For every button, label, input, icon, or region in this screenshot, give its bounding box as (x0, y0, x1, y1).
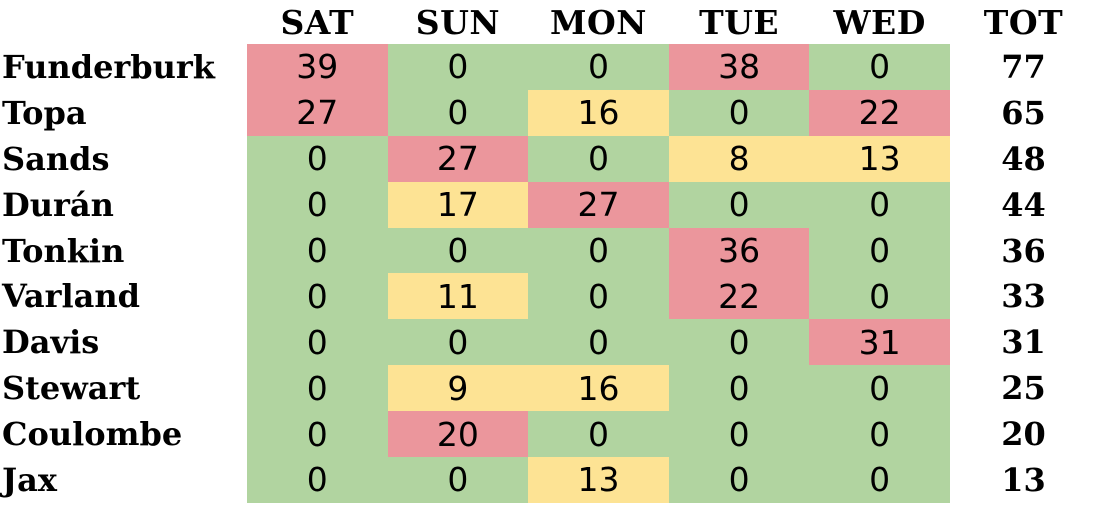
value-cell: 0 (387, 319, 529, 366)
value-cell: 27 (387, 135, 529, 182)
value-cell: 0 (668, 319, 810, 366)
value-cell: 0 (247, 181, 388, 228)
value-cell: 36 (668, 227, 810, 274)
value-cell: 0 (809, 411, 950, 458)
total-cell: 31 (1001, 323, 1046, 362)
total-cell: 20 (1001, 415, 1046, 454)
value-cell: 0 (668, 89, 810, 136)
value-cell: 9 (387, 365, 529, 412)
row-name: Durán (2, 185, 114, 224)
total-cell: 33 (1001, 277, 1046, 316)
value-cell: 0 (247, 411, 388, 458)
row-name: Davis (2, 323, 100, 362)
row-name: Coulombe (2, 415, 183, 454)
column-header-mon: MON (550, 2, 647, 42)
total-cell: 36 (1001, 231, 1046, 270)
column-header-tue: TUE (699, 2, 780, 42)
value-cell: 22 (668, 273, 810, 320)
value-cell: 38 (668, 44, 810, 90)
total-cell: 77 (1001, 47, 1046, 86)
value-cell: 0 (528, 319, 669, 366)
value-cell: 0 (528, 227, 669, 274)
row-name: Tonkin (2, 231, 125, 270)
total-cell: 13 (1001, 460, 1046, 499)
corner-cell (0, 0, 247, 44)
value-cell: 22 (809, 89, 950, 136)
row-name: Sands (2, 139, 110, 178)
value-cell: 0 (528, 44, 669, 90)
value-cell: 13 (809, 135, 950, 182)
value-cell: 0 (247, 457, 388, 503)
value-cell: 0 (387, 227, 529, 274)
value-cell: 0 (668, 411, 810, 458)
value-cell: 39 (247, 44, 388, 90)
value-cell: 0 (809, 227, 950, 274)
value-cell: 11 (387, 273, 529, 320)
value-cell: 13 (528, 457, 669, 503)
value-cell: 0 (809, 365, 950, 412)
value-cell: 0 (809, 457, 950, 503)
value-cell: 31 (809, 319, 950, 366)
column-header-tot: TOT (983, 2, 1064, 42)
total-cell: 48 (1001, 139, 1046, 178)
total-cell: 65 (1001, 93, 1046, 132)
row-name: Stewart (2, 369, 141, 408)
value-cell: 27 (528, 181, 669, 228)
column-header-sat: SAT (280, 2, 355, 42)
total-cell: 25 (1001, 369, 1046, 408)
value-cell: 0 (247, 319, 388, 366)
value-cell: 17 (387, 181, 529, 228)
value-cell: 0 (809, 181, 950, 228)
column-header-wed: WED (833, 2, 926, 42)
value-cell: 0 (528, 273, 669, 320)
value-cell: 0 (247, 135, 388, 182)
value-cell: 0 (387, 44, 529, 90)
value-cell: 16 (528, 365, 669, 412)
value-cell: 20 (387, 411, 529, 458)
value-cell: 0 (387, 457, 529, 503)
value-cell: 0 (668, 457, 810, 503)
value-cell: 0 (668, 365, 810, 412)
row-name: Funderburk (2, 47, 215, 86)
total-cell: 44 (1001, 185, 1046, 224)
value-cell: 16 (528, 89, 669, 136)
value-cell: 0 (809, 273, 950, 320)
row-name: Jax (2, 460, 57, 499)
value-cell: 0 (809, 44, 950, 90)
value-cell: 0 (247, 365, 388, 412)
row-name: Topa (2, 93, 87, 132)
value-cell: 0 (247, 273, 388, 320)
value-cell: 0 (528, 411, 669, 458)
value-cell: 0 (668, 181, 810, 228)
value-cell: 8 (668, 135, 810, 182)
value-cell: 0 (528, 135, 669, 182)
value-cell: 27 (247, 89, 388, 136)
value-cell: 0 (387, 89, 529, 136)
heatmap-grid: SAT SUN MON TUE WED TOT Funderburk 39 0 0 38 0 77 Top… (0, 0, 1064, 503)
value-cell: 0 (247, 227, 388, 274)
row-name: Varland (2, 277, 141, 316)
column-header-sun: SUN (415, 2, 501, 42)
